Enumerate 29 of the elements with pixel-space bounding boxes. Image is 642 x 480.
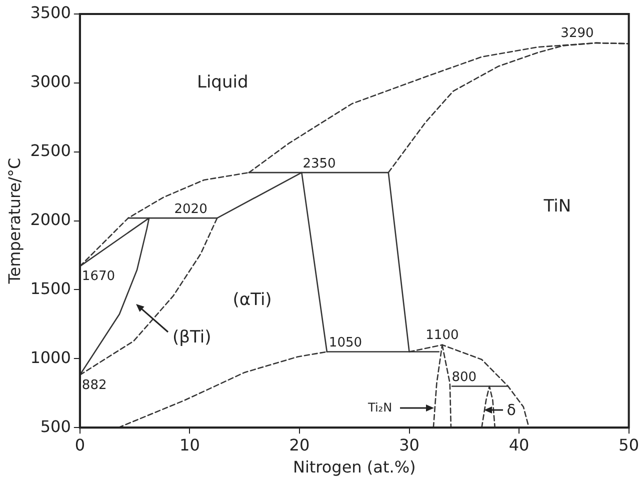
- annotation: 3290: [560, 26, 594, 41]
- x-tick-label: 50: [618, 435, 639, 454]
- annotation: 1670: [82, 269, 116, 284]
- x-tick-label: 40: [508, 435, 530, 454]
- x-axis-title: Nitrogen (at.%): [292, 458, 416, 477]
- x-tick-label: 30: [399, 435, 420, 454]
- annotation: (αTi): [232, 290, 272, 310]
- y-tick-label: 500: [40, 416, 71, 436]
- y-tick-label: 3500: [30, 3, 71, 22]
- annotation: 1050: [328, 336, 362, 351]
- y-tick-label: 2500: [30, 141, 71, 160]
- x-tick-label: 20: [289, 435, 310, 454]
- y-tick-label: 1500: [30, 278, 71, 298]
- y-tick-label: 2000: [30, 210, 71, 229]
- annotation: Liquid: [196, 72, 248, 92]
- annotation: 882: [82, 378, 107, 393]
- annotation: 800: [452, 370, 477, 386]
- y-tick-label: 3000: [30, 72, 71, 92]
- annotation: Ti₂N: [367, 400, 392, 414]
- y-tick-label: 1000: [30, 348, 71, 367]
- x-tick-label: 10: [180, 435, 200, 454]
- annotation: 2020: [174, 202, 208, 217]
- annotation: 1100: [426, 328, 459, 343]
- annotation: 2350: [302, 156, 336, 172]
- annotation: TiN: [542, 196, 572, 217]
- y-axis-title: Temperature/°C: [4, 158, 24, 285]
- x-tick-label: 0: [74, 435, 86, 454]
- annotation: (βTi): [172, 327, 212, 348]
- annotation: δ: [506, 400, 516, 419]
